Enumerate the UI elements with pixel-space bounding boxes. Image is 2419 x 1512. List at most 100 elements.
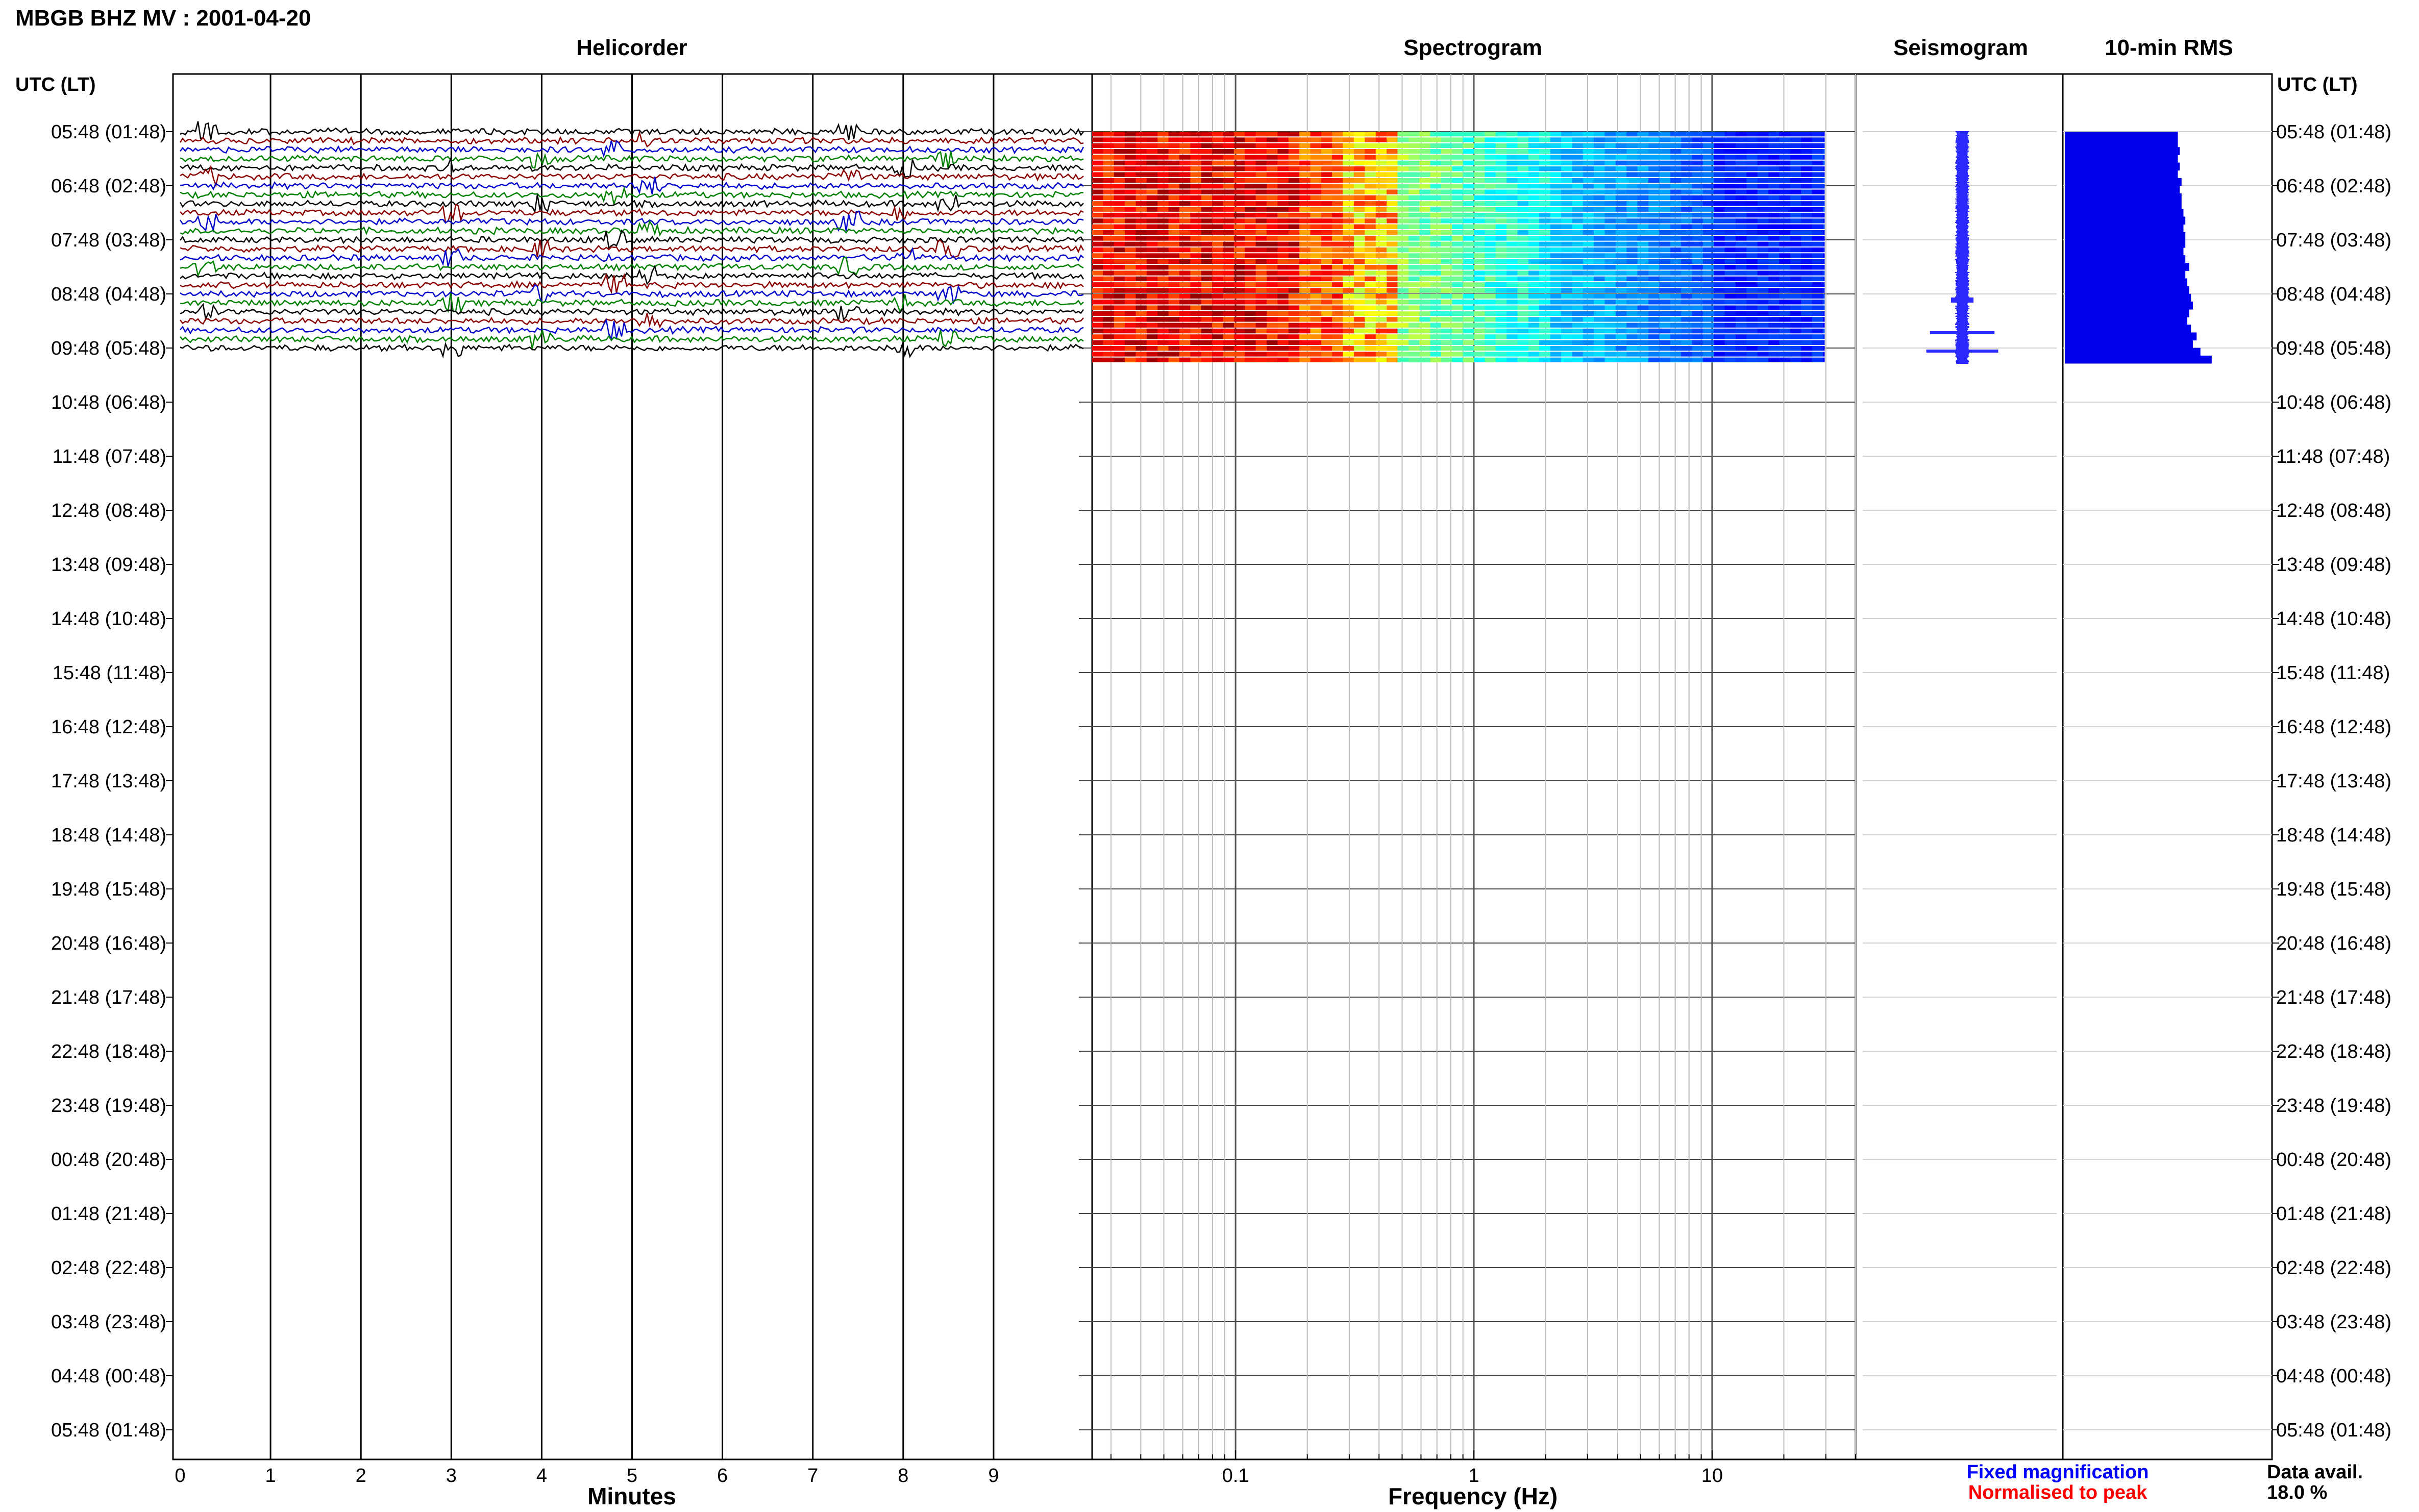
spectrogram-cell — [1092, 259, 1103, 264]
spectrogram-cell — [1735, 247, 1747, 253]
spectrogram-cell — [1474, 323, 1485, 328]
spectrogram-cell — [1583, 184, 1594, 189]
spectrogram-cell — [1332, 201, 1344, 206]
spectrogram-cell — [1114, 265, 1125, 270]
spectrogram-cell — [1452, 259, 1464, 264]
spectrogram-cell — [1353, 334, 1365, 339]
spectrogram-cell — [1190, 178, 1202, 183]
spectrogram-cell — [1474, 276, 1485, 282]
spectrogram-cell — [1452, 340, 1464, 345]
spectrogram-cell — [1702, 352, 1714, 357]
spectrogram-cell — [1790, 132, 1801, 137]
spectrogram-cell — [1365, 293, 1376, 299]
spectrogram-cell — [1288, 178, 1300, 183]
spectrogram-cell — [1463, 317, 1474, 322]
spectrogram-cell — [1757, 352, 1769, 357]
spectrogram-cell — [1277, 166, 1289, 171]
rms-bar — [2065, 147, 2180, 155]
spectrogram-cell — [1670, 328, 1682, 334]
spectrogram-cell — [1332, 300, 1344, 305]
rms-bar — [2065, 232, 2186, 240]
spectrogram-cell — [1136, 265, 1147, 270]
spectrogram-cell — [1812, 224, 1823, 229]
spectrogram-cell — [1594, 259, 1605, 264]
spectrogram-cell — [1724, 305, 1736, 310]
spectrogram-cell — [1801, 340, 1813, 345]
spectrogram-cell — [1310, 172, 1322, 177]
spectrogram-cell — [1463, 259, 1474, 264]
spectrogram-cell — [1441, 155, 1452, 160]
spectrogram-cell — [1387, 218, 1398, 224]
spectrogram-cell — [1430, 230, 1442, 235]
spectrogram-cell — [1125, 189, 1136, 194]
spectrogram-cell — [1779, 201, 1791, 206]
spectrogram-cell — [1365, 276, 1376, 282]
spectrogram-cell — [1288, 270, 1300, 276]
spectrogram-cell — [1233, 230, 1245, 235]
spectrogram-cell — [1659, 207, 1671, 212]
spectrogram-cell — [1768, 212, 1780, 218]
spectrogram-cell — [1626, 259, 1638, 264]
spectrogram-cell — [1321, 352, 1332, 357]
spectrogram-cell — [1387, 328, 1398, 334]
spectrogram-cell — [1735, 317, 1747, 322]
spectrogram-cell — [1299, 323, 1311, 328]
spectrogram-cell — [1517, 189, 1529, 194]
spectrogram-cell — [1714, 178, 1725, 183]
spectrogram-cell — [1822, 178, 1825, 183]
spectrogram-cell — [1550, 328, 1562, 334]
spectrogram-cell — [1801, 300, 1813, 305]
spectrogram-cell — [1714, 288, 1725, 293]
spectrogram-cell — [1190, 184, 1202, 189]
spectrogram-cell — [1594, 166, 1605, 171]
spectrogram-cell — [1801, 218, 1813, 224]
spectrogram-cell — [1157, 352, 1169, 357]
spectrogram-cell — [1419, 265, 1431, 270]
spectrogram-cell — [1605, 172, 1616, 177]
spectrogram-cell — [1223, 357, 1235, 362]
spectrogram-cell — [1387, 195, 1398, 201]
spectrogram-cell — [1485, 178, 1496, 183]
spectrogram-cell — [1212, 276, 1223, 282]
spectrogram-cell — [1572, 293, 1584, 299]
spectrogram-cell — [1572, 224, 1584, 229]
spectrogram-cell — [1146, 276, 1158, 282]
spectrogram-cell — [1615, 282, 1627, 287]
spectrogram-cell — [1724, 241, 1736, 246]
spectrogram-cell — [1387, 323, 1398, 328]
spectrogram-cell — [1517, 305, 1529, 310]
spectrogram-cell — [1507, 195, 1518, 201]
spectrogram-cell — [1255, 247, 1267, 253]
row-label-right: 15:48 (11:48) — [2276, 662, 2390, 684]
spectrogram-cell — [1114, 178, 1125, 183]
spectrogram-cell — [1812, 236, 1823, 241]
spectrogram-cell — [1637, 132, 1649, 137]
spectrogram-cell — [1310, 201, 1322, 206]
spectrogram-cell — [1550, 305, 1562, 310]
spectrogram-cell — [1365, 305, 1376, 310]
spectrogram-cell — [1343, 323, 1354, 328]
spectrogram-cell — [1343, 218, 1354, 224]
spectrogram-cell — [1310, 178, 1322, 183]
spectrogram-cell — [1485, 241, 1496, 246]
spectrogram-cell — [1790, 317, 1801, 322]
spectrogram-cell — [1714, 276, 1725, 282]
spectrogram-cell — [1801, 247, 1813, 253]
spectrogram-cell — [1615, 288, 1627, 293]
spectrogram-cell — [1507, 282, 1518, 287]
spectrogram-cell — [1528, 323, 1540, 328]
spectrogram-cell — [1157, 236, 1169, 241]
row-label-left: 22:48 (18:48) — [51, 1041, 166, 1062]
rms-bar — [2065, 139, 2178, 147]
spectrogram-cell — [1430, 166, 1442, 171]
spectrogram-cell — [1485, 334, 1496, 339]
spectrogram-cell — [1681, 189, 1692, 194]
spectrogram-cell — [1692, 137, 1704, 142]
spectrogram-cell — [1266, 207, 1278, 212]
spectrogram-cell — [1299, 305, 1311, 310]
spectrogram-cell — [1157, 189, 1169, 194]
spectrogram-cell — [1724, 132, 1736, 137]
spectrogram-cell — [1441, 311, 1452, 316]
spectrogram-cell — [1430, 259, 1442, 264]
spectrogram-cell — [1212, 189, 1223, 194]
